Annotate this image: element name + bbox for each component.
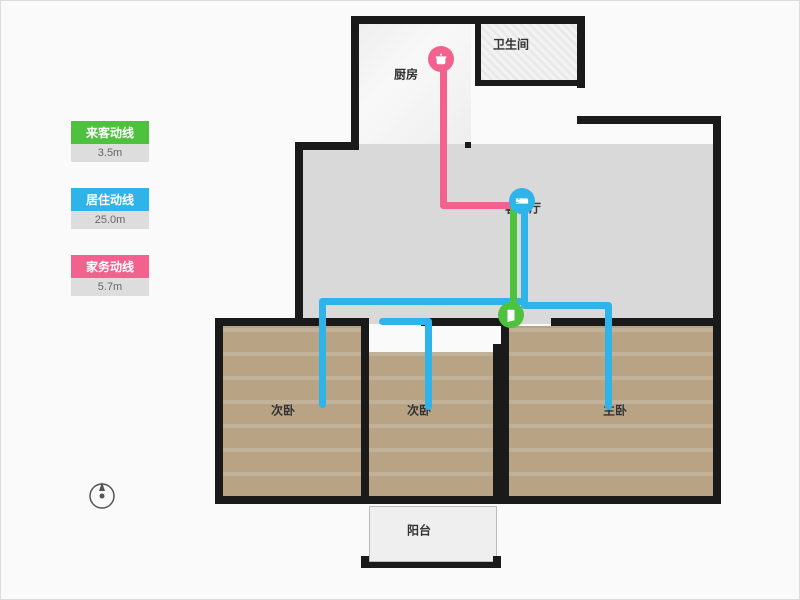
wall	[465, 142, 471, 148]
wall	[713, 116, 721, 502]
wall	[351, 16, 359, 146]
wall	[361, 496, 501, 504]
room-bathroom	[481, 24, 581, 84]
wall	[215, 318, 223, 504]
legend-item-living: 居住动线 25.0m	[71, 188, 149, 229]
wall	[501, 318, 509, 504]
wall	[295, 318, 369, 326]
room-living	[301, 144, 716, 324]
floorplan: 厨房卫生间客餐厅次卧次卧主卧阳台	[221, 16, 731, 576]
wall	[351, 16, 585, 24]
node-chore-icon	[428, 46, 454, 72]
wall	[361, 344, 369, 504]
node-guest-icon	[498, 302, 524, 328]
room-kitchen	[356, 24, 471, 144]
wall	[475, 16, 481, 86]
path-living	[319, 298, 528, 305]
floorplan-canvas: 来客动线 3.5m 居住动线 25.0m 家务动线 5.7m 厨房卫生间客餐厅次…	[0, 0, 800, 600]
legend: 来客动线 3.5m 居住动线 25.0m 家务动线 5.7m	[71, 121, 149, 322]
wall	[215, 318, 303, 326]
wall	[295, 142, 303, 324]
legend-title: 家务动线	[71, 255, 149, 278]
path-living	[379, 318, 431, 325]
room-bed2mid	[369, 352, 497, 498]
room-label-kitchen: 厨房	[394, 66, 418, 83]
wall	[215, 496, 367, 504]
room-label-bed2left: 次卧	[271, 402, 295, 419]
compass-icon	[87, 481, 117, 511]
wall	[421, 318, 509, 326]
path-living	[521, 302, 611, 309]
legend-title: 来客动线	[71, 121, 149, 144]
legend-value: 25.0m	[71, 211, 149, 229]
wall	[551, 318, 721, 326]
path-chore	[440, 202, 514, 209]
wall	[493, 344, 501, 504]
path-chore	[440, 61, 447, 209]
wall	[501, 496, 721, 504]
path-living	[425, 318, 432, 410]
room-label-bathroom: 卫生间	[493, 36, 529, 53]
room-balcony	[369, 506, 497, 562]
wall	[361, 562, 501, 568]
legend-item-chore: 家务动线 5.7m	[71, 255, 149, 296]
legend-value: 3.5m	[71, 144, 149, 162]
wall	[295, 142, 359, 150]
legend-item-guest: 来客动线 3.5m	[71, 121, 149, 162]
path-living	[319, 298, 326, 408]
node-living-icon	[509, 188, 535, 214]
wall	[475, 80, 583, 86]
wall	[577, 116, 721, 124]
legend-value: 5.7m	[71, 278, 149, 296]
legend-title: 居住动线	[71, 188, 149, 211]
path-guest	[510, 202, 517, 312]
path-living	[605, 302, 612, 410]
room-label-balcony: 阳台	[407, 522, 431, 539]
wall	[577, 16, 585, 88]
wall	[577, 80, 585, 88]
